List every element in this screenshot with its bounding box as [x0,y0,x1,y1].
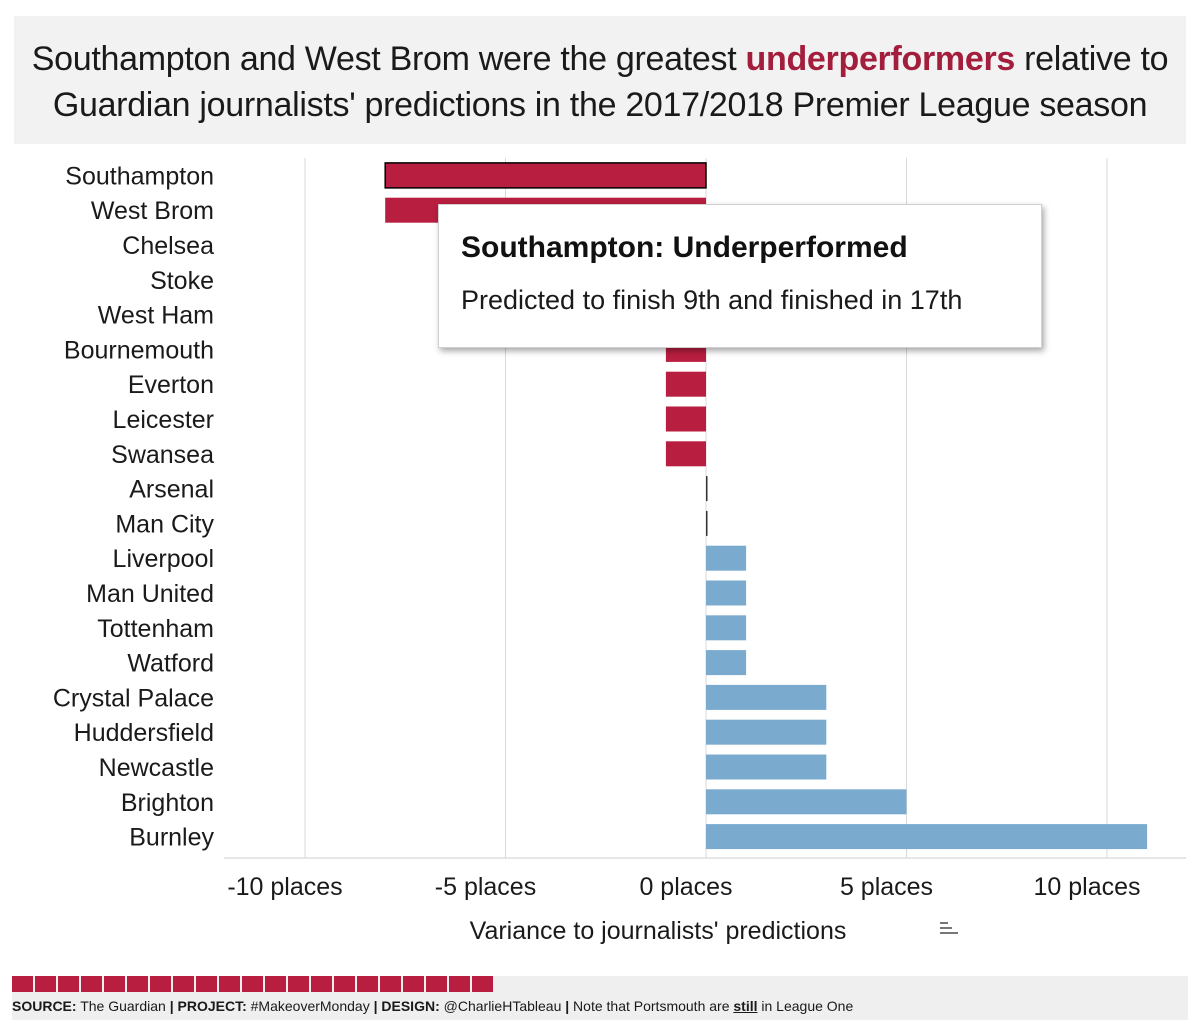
footer-square [311,976,332,992]
x-tick-label: -5 places [435,873,536,901]
footer-square [288,976,309,992]
footer-square [104,976,125,992]
title-emphasis: underperformers [745,40,1016,78]
x-tick-label: 10 places [1033,873,1140,901]
footer-square [58,976,79,992]
footer-square [173,976,194,992]
footer: SOURCE: The Guardian | PROJECT: #Makeove… [12,976,1188,1020]
title-band: Southampton and West Brom were the great… [14,16,1186,144]
category-label: West Ham [98,302,214,330]
footer-square [403,976,424,992]
bar[interactable] [665,371,706,397]
x-tick-label: 5 places [840,873,933,901]
footer-square [426,976,447,992]
bar[interactable] [706,615,747,641]
bar[interactable] [706,754,827,780]
footer-note-end: in League One [757,998,854,1014]
bar[interactable] [706,789,907,815]
bar[interactable] [706,476,708,502]
tooltip-body: Predicted to finish 9th and finished in … [461,285,963,315]
category-label: West Brom [91,197,214,225]
category-label: Arsenal [129,476,214,504]
x-tick-label: -10 places [227,873,342,901]
title-line2: Guardian journalists' predictions in the… [52,86,1148,124]
x-tick-label: 0 places [639,873,732,901]
category-label: Man United [86,580,214,608]
category-label: Watford [127,650,214,678]
category-label: Swansea [111,441,214,469]
footer-square [12,976,33,992]
bar[interactable] [665,406,706,432]
bar[interactable] [706,684,827,710]
footer-square [150,976,171,992]
tooltip-title: Southampton: Underperformed [461,231,908,264]
footer-square [449,976,470,992]
footer-square [265,976,286,992]
footer-square [380,976,401,992]
title-part2: relative to [1015,40,1169,78]
sort-icon[interactable] [940,922,958,938]
footer-square [127,976,148,992]
bar[interactable] [706,510,708,536]
bar[interactable] [706,545,747,571]
bar[interactable] [665,441,706,467]
category-label: Crystal Palace [53,684,214,712]
footer-note-text: Note that Portsmouth are [569,998,734,1014]
x-axis-label: Variance to journalists' predictions [470,917,847,945]
chart-title: Southampton and West Brom were the great… [14,36,1186,128]
category-label: Leicester [113,406,214,434]
footer-square [196,976,217,992]
title-part1: Southampton and West Brom were the great… [31,40,746,78]
category-label: Man City [115,510,214,538]
footer-design-value: @CharlieHTableau [439,998,566,1014]
bar[interactable] [706,650,747,676]
footer-credits: SOURCE: The Guardian | PROJECT: #Makeove… [12,998,853,1014]
category-label: Burnley [129,824,214,852]
footer-square [357,976,378,992]
bar[interactable] [384,162,707,189]
footer-note-emphasis: still [733,998,758,1014]
bar[interactable] [706,719,827,745]
footer-note-pipe: | [565,998,570,1014]
footer-square [242,976,263,992]
category-label: Everton [128,371,214,399]
category-label: Huddersfield [74,719,214,747]
footer-square [219,976,240,992]
footer-source-label: SOURCE: [12,998,77,1014]
footer-design-label: | DESIGN: [373,998,440,1014]
footer-square [472,976,493,992]
category-label: Brighton [121,789,214,817]
category-label: Southampton [65,162,214,190]
bar[interactable] [706,580,747,606]
footer-square [81,976,102,992]
footer-source-value: The Guardian [76,998,170,1014]
category-label: Newcastle [99,754,214,782]
category-label: Stoke [150,267,214,295]
footer-decoration [12,976,495,992]
category-label: Liverpool [113,545,214,573]
footer-square [35,976,56,992]
category-label: Chelsea [122,232,214,260]
category-label: Tottenham [97,615,214,643]
tooltip: Southampton: Underperformed Predicted to… [438,204,1042,348]
footer-project-label: | PROJECT: [169,998,247,1014]
bar[interactable] [706,824,1148,850]
footer-project-value: #MakeoverMonday [246,998,374,1014]
category-label: Bournemouth [64,336,214,364]
footer-square [334,976,355,992]
